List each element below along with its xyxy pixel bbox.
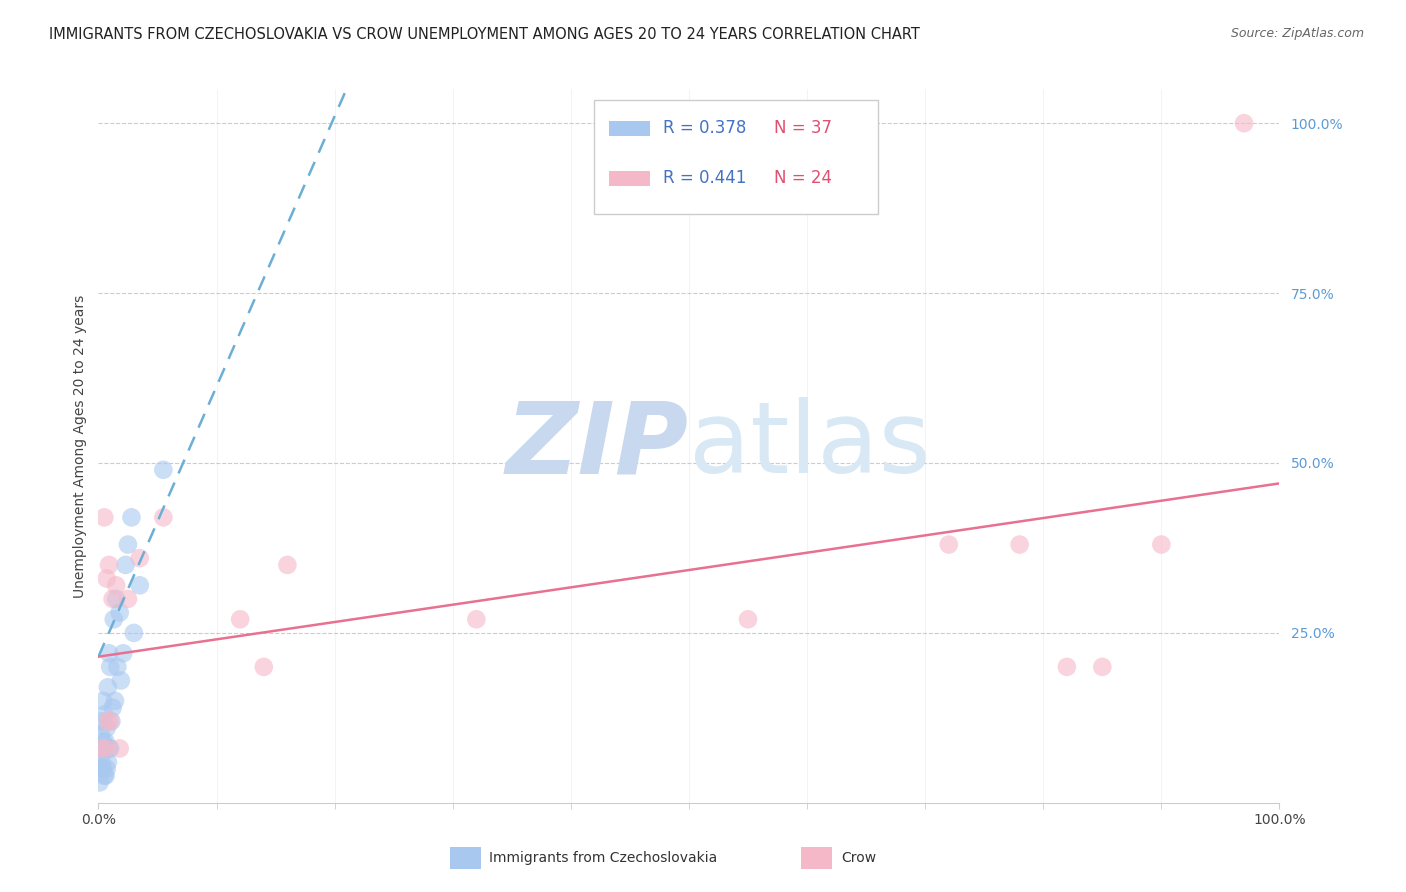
Point (91, 734, 114, 748)
Text: ZIP: ZIP (506, 398, 689, 494)
Point (128, 551, 150, 566)
Point (94, 769, 117, 783)
Point (89, 748, 111, 763)
Point (105, 578, 128, 592)
Text: R = 0.441: R = 0.441 (664, 169, 747, 187)
Point (91, 755, 114, 769)
Y-axis label: Unemployment Among Ages 20 to 24 years: Unemployment Among Ages 20 to 24 years (73, 294, 87, 598)
Point (94, 734, 117, 748)
Point (91, 714, 114, 729)
Point (90, 728, 112, 742)
Point (103, 612, 125, 626)
Point (276, 558, 298, 572)
Point (98, 741, 121, 756)
Point (98, 558, 121, 572)
Point (1233, 116, 1256, 130)
Point (104, 694, 127, 708)
Point (101, 700, 124, 714)
Point (110, 673, 132, 688)
Point (108, 606, 131, 620)
Text: Crow: Crow (841, 851, 876, 865)
Point (465, 612, 488, 626)
Text: atlas: atlas (689, 398, 931, 494)
Point (91, 741, 114, 756)
Point (97, 714, 120, 729)
Point (128, 578, 150, 592)
Point (114, 558, 136, 572)
Point (100, 714, 122, 729)
Point (96, 721, 118, 735)
Text: Source: ZipAtlas.com: Source: ZipAtlas.com (1230, 27, 1364, 40)
Text: R = 0.378: R = 0.378 (664, 120, 747, 137)
Point (108, 741, 131, 756)
Point (121, 510, 143, 524)
FancyBboxPatch shape (595, 100, 877, 214)
Point (97, 755, 120, 769)
Point (105, 660, 128, 674)
Point (93, 741, 115, 756)
Point (1091, 660, 1114, 674)
FancyBboxPatch shape (609, 120, 650, 136)
Point (112, 646, 135, 660)
Point (253, 660, 276, 674)
Point (89, 775, 111, 789)
Point (98, 714, 121, 729)
Point (938, 537, 960, 551)
FancyBboxPatch shape (609, 170, 650, 186)
Point (1008, 537, 1031, 551)
Point (122, 626, 145, 640)
Point (98, 741, 121, 756)
Text: IMMIGRANTS FROM CZECHOSLOVAKIA VS CROW UNEMPLOYMENT AMONG AGES 20 TO 24 YEARS CO: IMMIGRANTS FROM CZECHOSLOVAKIA VS CROW U… (49, 27, 920, 42)
Point (105, 591, 128, 606)
Point (98, 646, 121, 660)
Point (152, 463, 174, 477)
Text: N = 37: N = 37 (773, 120, 832, 137)
Point (94, 741, 117, 756)
Point (90, 762, 112, 776)
Point (91, 762, 114, 776)
Point (1150, 537, 1173, 551)
Point (152, 510, 174, 524)
Point (117, 591, 139, 606)
Point (737, 612, 759, 626)
Point (117, 537, 139, 551)
Point (91, 694, 114, 708)
Point (96, 762, 118, 776)
Point (101, 591, 124, 606)
Point (98, 660, 121, 674)
Point (96, 572, 118, 586)
Point (97, 680, 120, 694)
Text: N = 24: N = 24 (773, 169, 832, 187)
Point (93, 769, 115, 783)
Point (93, 510, 115, 524)
Point (229, 612, 252, 626)
Text: Immigrants from Czechoslovakia: Immigrants from Czechoslovakia (489, 851, 717, 865)
Point (1056, 660, 1078, 674)
Point (93, 707, 115, 722)
